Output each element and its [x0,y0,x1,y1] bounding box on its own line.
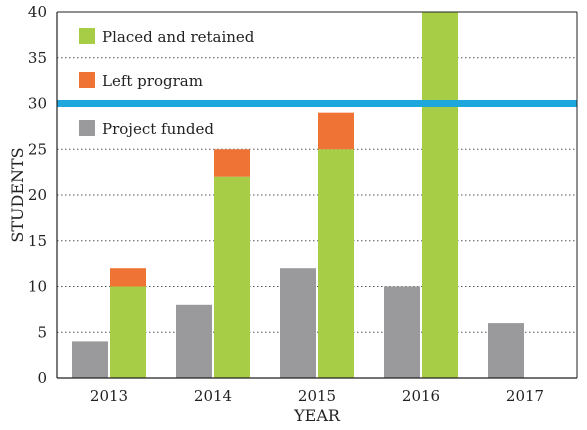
bar-left-program-2015 [318,112,354,150]
legend-swatch [79,120,95,136]
bar-left-program-2013 [110,268,146,287]
x-axis-title: YEAR [293,406,341,425]
y-tick-label: 35 [28,49,47,67]
x-tick-label: 2017 [506,387,544,405]
bar-left-program-2014 [214,149,250,177]
bar-placed-retained-2014 [214,176,250,378]
y-tick-label: 5 [37,323,47,341]
x-tick-labels: 2013 2014 2015 2016 2017 [90,387,544,405]
y-tick-labels: 0 5 10 15 20 25 30 35 40 [28,3,47,387]
legend-swatch [79,72,95,88]
y-tick-label: 0 [37,369,47,387]
legend: Placed and retained Left program Project f… [79,28,255,138]
x-tick-label: 2015 [298,387,336,405]
y-axis-title: STUDENTS [8,147,27,242]
bar-placed-retained-2016 [422,12,458,378]
legend-label: Placed and retained [102,28,255,46]
bar-project-funded-2016 [384,286,420,378]
y-tick-label: 15 [28,232,47,250]
bar-placed-retained-2013 [110,286,146,378]
y-tick-label: 40 [28,3,47,21]
legend-label: Project funded [102,120,214,138]
bar-placed-retained-2015 [318,149,354,378]
x-tick-label: 2013 [90,387,128,405]
y-tick-label: 25 [28,140,47,158]
x-tick-label: 2014 [194,387,232,405]
bar-project-funded-2017 [488,323,524,378]
y-tick-label: 30 [28,95,47,113]
bar-project-funded-2013 [72,341,108,378]
bar-project-funded-2015 [280,268,316,378]
y-tick-label: 20 [28,186,47,204]
legend-swatch [79,28,95,44]
legend-label: Left program [102,72,203,90]
axes [56,11,578,379]
bars [72,12,524,378]
y-tick-label: 10 [28,278,47,296]
x-tick-label: 2016 [402,387,440,405]
bar-project-funded-2014 [176,304,212,378]
